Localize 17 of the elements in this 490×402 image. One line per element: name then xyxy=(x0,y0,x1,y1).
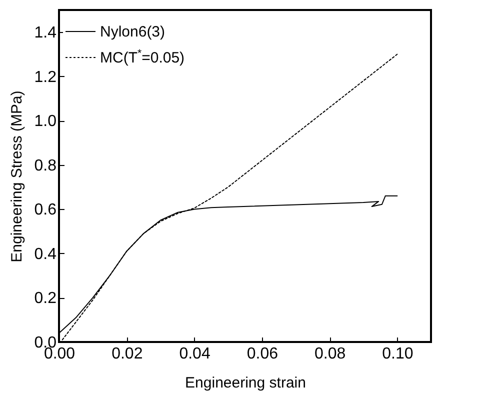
y-tick-label: 0.6 xyxy=(34,202,57,219)
x-tick-label: 0.10 xyxy=(382,346,414,362)
y-tick-label: 1.2 xyxy=(34,68,57,86)
y-axis-title: Engineering Stress (MPa) xyxy=(8,90,26,262)
y-tick-label: 1.0 xyxy=(34,113,57,130)
y-tick-label: 0.2 xyxy=(34,290,57,308)
legend-label: Nylon6(3) xyxy=(100,24,166,40)
line-series xyxy=(62,54,398,340)
legend-label: MC(T$^{*}$=0.05) xyxy=(100,48,185,66)
y-tick-label: 0.8 xyxy=(34,157,57,174)
x-axis-title: Engineering strain xyxy=(185,374,306,392)
x-tick-label: 0.06 xyxy=(246,346,278,362)
x-tick-label: 0.08 xyxy=(314,346,346,362)
x-tick-label: 0.02 xyxy=(112,346,143,362)
y-tick-label: 0.4 xyxy=(34,246,57,263)
y-tick-label: 1.4 xyxy=(34,24,57,42)
x-tick-label: 0.04 xyxy=(179,346,210,362)
